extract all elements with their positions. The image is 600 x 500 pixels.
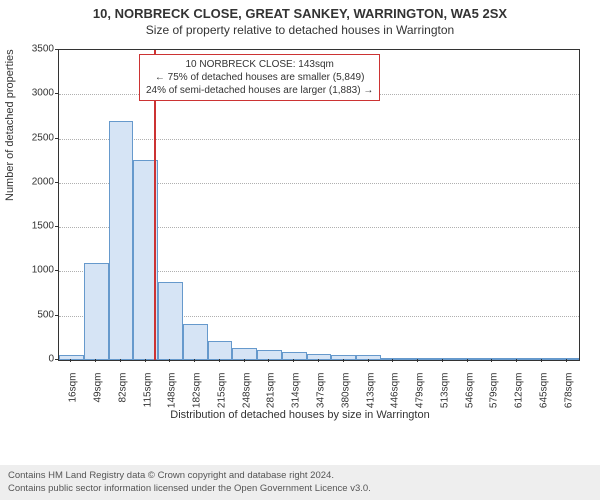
histogram-bar [257,350,282,360]
histogram-bar [455,358,480,360]
xtick-mark [169,359,170,362]
xtick-mark [95,359,96,362]
xtick-mark [368,359,369,362]
histogram-bar [529,358,554,360]
ytick-mark [55,182,58,183]
histogram-bar [109,121,134,360]
xtick-mark [219,359,220,362]
histogram-bar [232,348,257,360]
xtick-mark [145,359,146,362]
ytick-label: 3500 [14,44,54,55]
xtick-mark [343,359,344,362]
histogram-bar [208,341,233,360]
histogram-bar [331,355,356,360]
footer-line2: Contains public sector information licen… [8,483,592,495]
xtick-mark [541,359,542,362]
histogram-bar [59,355,84,360]
ytick-mark [55,315,58,316]
ytick-label: 2500 [14,132,54,143]
ytick-mark [55,93,58,94]
chart-title-main: 10, NORBRECK CLOSE, GREAT SANKEY, WARRIN… [0,0,600,21]
xtick-mark [244,359,245,362]
footer-attribution: Contains HM Land Registry data © Crown c… [0,465,600,500]
xtick-mark [392,359,393,362]
xtick-mark [194,359,195,362]
histogram-bar [430,358,455,360]
chart-container: Number of detached properties 10 NORBREC… [0,41,600,421]
xtick-mark [467,359,468,362]
histogram-bar [554,358,579,360]
histogram-bar [158,282,183,360]
xtick-mark [417,359,418,362]
xtick-mark [293,359,294,362]
xtick-mark [70,359,71,362]
ytick-label: 0 [14,354,54,365]
xtick-mark [566,359,567,362]
x-axis-label: Distribution of detached houses by size … [0,409,600,421]
ytick-mark [55,138,58,139]
xtick-mark [120,359,121,362]
annotation-line2: ← 75% of detached houses are smaller (5,… [146,71,373,84]
histogram-bar [183,324,208,360]
footer-line1: Contains HM Land Registry data © Crown c… [8,470,592,482]
ytick-mark [55,49,58,50]
xtick-mark [491,359,492,362]
xtick-mark [318,359,319,362]
ytick-mark [55,359,58,360]
xtick-mark [516,359,517,362]
plot-area: 10 NORBRECK CLOSE: 143sqm← 75% of detach… [58,49,580,361]
ytick-label: 1000 [14,265,54,276]
histogram-bar [84,263,109,360]
ytick-mark [55,270,58,271]
xtick-mark [442,359,443,362]
xtick-mark [268,359,269,362]
histogram-bar [356,355,381,360]
ytick-label: 500 [14,309,54,320]
ytick-label: 3000 [14,88,54,99]
ytick-label: 2000 [14,176,54,187]
annotation-line3: 24% of semi-detached houses are larger (… [146,84,373,97]
annotation-line1: 10 NORBRECK CLOSE: 143sqm [146,58,373,71]
ytick-mark [55,226,58,227]
chart-title-sub: Size of property relative to detached ho… [0,21,600,41]
annotation-box: 10 NORBRECK CLOSE: 143sqm← 75% of detach… [139,54,380,101]
ytick-label: 1500 [14,221,54,232]
gridline [59,139,579,140]
